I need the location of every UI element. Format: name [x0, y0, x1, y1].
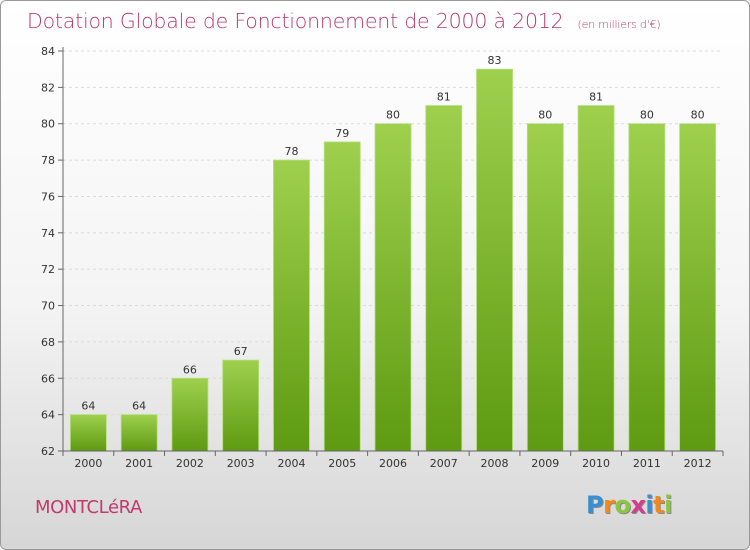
bar	[171, 377, 209, 452]
bar	[425, 105, 463, 452]
data-label: 64	[132, 400, 146, 413]
y-tick-label: 78	[41, 154, 55, 167]
bar	[222, 359, 260, 452]
x-tick-label: 2012	[684, 457, 712, 470]
chart-title: Dotation Globale de Fonctionnement de 20…	[27, 9, 661, 33]
logo-letter: i	[664, 491, 672, 519]
y-tick-label: 66	[41, 372, 55, 385]
x-tick-label: 2011	[633, 457, 661, 470]
x-tick-label: 2010	[582, 457, 610, 470]
axes	[58, 47, 724, 456]
bar	[273, 159, 310, 452]
commune-name: MONTCLéRA	[35, 497, 142, 518]
data-label: 67	[234, 345, 248, 358]
logo-letter: t	[653, 491, 665, 519]
x-tick-label: 2008	[481, 457, 509, 470]
data-label: 79	[335, 127, 349, 140]
data-label: 83	[488, 54, 502, 67]
x-tick-label: 2000	[74, 457, 102, 470]
logo-letter: r	[603, 491, 615, 519]
x-tick-label: 2004	[277, 457, 305, 470]
logo-letter: P	[586, 491, 604, 519]
data-label: 78	[284, 145, 298, 158]
y-tick-label: 80	[41, 118, 55, 131]
bar	[577, 105, 615, 452]
x-tick-label: 2005	[328, 457, 356, 470]
y-tick-label: 62	[41, 445, 55, 458]
data-label: 66	[183, 363, 197, 376]
chart-subtitle: (en milliers d'€)	[577, 18, 661, 31]
x-tick-label: 2001	[125, 457, 153, 470]
y-tick-label: 70	[41, 300, 55, 313]
y-tick-label: 64	[41, 409, 55, 422]
data-label: 64	[81, 400, 95, 413]
bar	[628, 123, 666, 452]
data-label: 80	[386, 109, 400, 122]
bar	[476, 68, 513, 452]
logo-letter: o	[614, 491, 631, 519]
data-label: 80	[538, 109, 552, 122]
x-tick-label: 2003	[227, 457, 255, 470]
y-tick-label: 72	[41, 263, 55, 276]
bar	[120, 414, 158, 452]
labels: 62 64 66 68 70 72 74 76 78 80 82 84 64 2000 64 2001 66 20…	[41, 45, 712, 470]
bar	[679, 123, 717, 452]
x-tick-label: 2002	[176, 457, 204, 470]
bars	[69, 68, 717, 452]
data-label: 80	[640, 109, 654, 122]
x-tick-label: 2009	[531, 457, 559, 470]
logo-letter: i	[645, 491, 654, 519]
bar	[526, 123, 564, 452]
bar	[69, 414, 107, 452]
data-label: 81	[437, 91, 451, 104]
y-tick-label: 68	[41, 336, 55, 349]
data-label: 80	[691, 109, 705, 122]
x-tick-label: 2006	[379, 457, 407, 470]
bar	[374, 123, 412, 452]
y-tick-label: 82	[41, 81, 55, 94]
data-label: 81	[589, 91, 603, 104]
bar	[323, 141, 361, 452]
y-tick-label: 84	[41, 45, 55, 58]
chart-title-text: Dotation Globale de Fonctionnement de 20…	[27, 9, 564, 33]
proxiti-logo: Proxiti	[586, 491, 672, 519]
x-tick-label: 2007	[430, 457, 458, 470]
y-tick-label: 76	[41, 190, 55, 203]
logo-letter: x	[630, 491, 646, 519]
y-tick-label: 74	[41, 227, 55, 240]
